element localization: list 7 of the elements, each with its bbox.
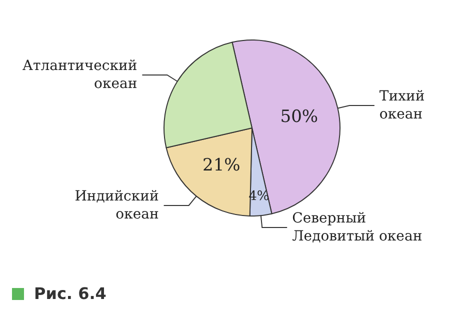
text: Рис. 6.4: [34, 284, 106, 303]
slice-label: Тихий океан: [379, 88, 425, 123]
data-label: 21%: [202, 156, 240, 176]
slice-label: Северный Ледовитый океан: [292, 210, 422, 244]
slice-label: Атлантический океан: [22, 58, 138, 92]
slice-label: Индийский океан: [74, 188, 159, 222]
data-label: 50%: [280, 107, 318, 128]
